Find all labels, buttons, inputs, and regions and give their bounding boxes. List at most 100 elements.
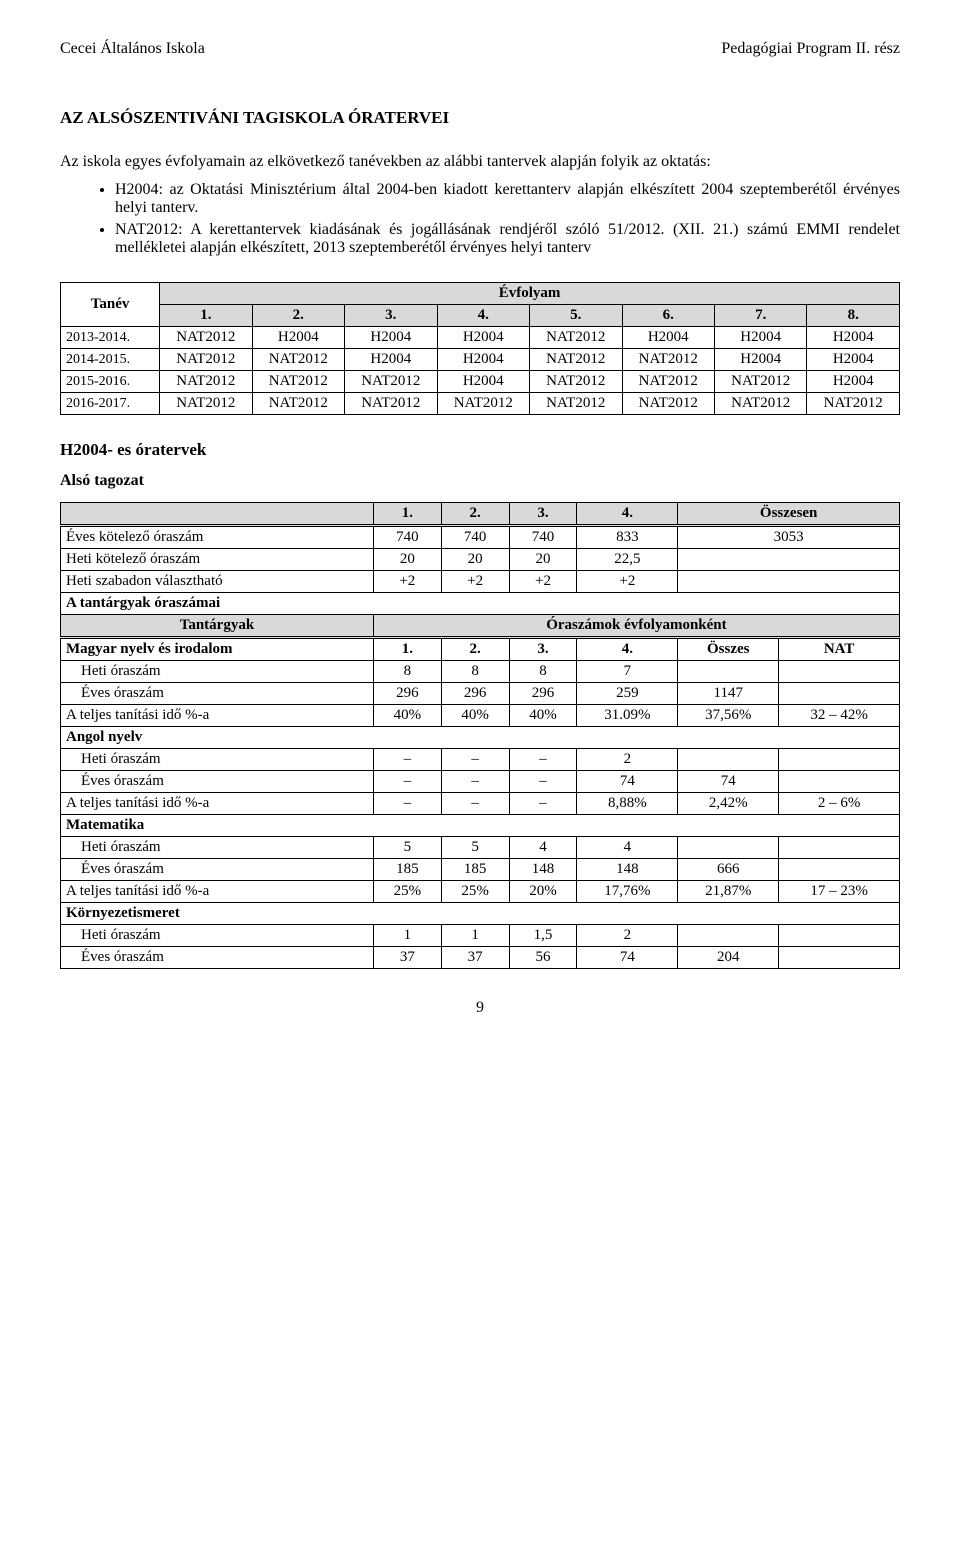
cell: 296 [509, 683, 577, 705]
cell: 37 [373, 947, 441, 969]
col-head: 2. [252, 305, 344, 327]
cell: 8 [441, 661, 509, 683]
cell: 1. [373, 638, 441, 661]
table-evfolyam: Tanév Évfolyam 1. 2. 3. 4. 5. 6. 7. 8. 2… [60, 282, 900, 415]
cell: – [509, 749, 577, 771]
cell: – [509, 771, 577, 793]
year-cell: 2014-2015. [61, 349, 160, 371]
row-label: Angol nyelv [61, 727, 900, 749]
cell: 4. [577, 638, 678, 661]
cell: H2004 [437, 349, 529, 371]
cell: 20% [509, 881, 577, 903]
cell: NAT2012 [345, 393, 437, 415]
row-label: Heti óraszám [61, 661, 374, 683]
cell: +2 [509, 571, 577, 593]
cell: H2004 [622, 327, 714, 349]
cell: NAT2012 [160, 393, 252, 415]
cell: 40% [441, 705, 509, 727]
cell: 740 [373, 526, 441, 549]
row-label: Éves óraszám [61, 683, 374, 705]
cell: NAT2012 [714, 371, 806, 393]
cell: NAT2012 [622, 393, 714, 415]
cell [678, 925, 779, 947]
cell: 17 – 23% [779, 881, 900, 903]
col-head: 4. [577, 503, 678, 526]
cell [678, 571, 900, 593]
cell: 5 [441, 837, 509, 859]
row-label: Heti óraszám [61, 925, 374, 947]
bullet-list: H2004: az Oktatási Minisztérium által 20… [60, 181, 900, 257]
cell: 8 [509, 661, 577, 683]
cell: – [441, 749, 509, 771]
cell: – [373, 771, 441, 793]
col-head: 8. [807, 305, 900, 327]
cell: 1 [373, 925, 441, 947]
cell: 148 [509, 859, 577, 881]
year-cell: 2013-2014. [61, 327, 160, 349]
col-head: 2. [441, 503, 509, 526]
cell: 3. [509, 638, 577, 661]
cell: +2 [373, 571, 441, 593]
cell: H2004 [807, 327, 900, 349]
cell: 296 [373, 683, 441, 705]
cell: NAT2012 [437, 393, 529, 415]
cell [779, 947, 900, 969]
cell: NAT2012 [160, 371, 252, 393]
cell: 740 [441, 526, 509, 549]
cell: 4 [509, 837, 577, 859]
cell: NAT2012 [345, 371, 437, 393]
span-header: Évfolyam [160, 283, 900, 305]
section-title: H2004- es óratervek [60, 440, 900, 460]
cell: 31.09% [577, 705, 678, 727]
cell: NAT2012 [252, 349, 344, 371]
row-label: Heti kötelező óraszám [61, 549, 374, 571]
cell: NAT2012 [160, 349, 252, 371]
intro-text: Az iskola egyes évfolyamain az elkövetke… [60, 153, 900, 171]
cell [678, 837, 779, 859]
row-label: Éves óraszám [61, 947, 374, 969]
cell: NAT2012 [252, 393, 344, 415]
cell [678, 549, 900, 571]
cell: NAT2012 [622, 349, 714, 371]
row-label: A teljes tanítási idő %-a [61, 793, 374, 815]
cell: H2004 [345, 349, 437, 371]
year-cell: 2015-2016. [61, 371, 160, 393]
cell: 40% [509, 705, 577, 727]
row-label: A tantárgyak óraszámai [61, 593, 900, 615]
cell: – [373, 793, 441, 815]
cell: 740 [509, 526, 577, 549]
row-label: Éves óraszám [61, 771, 374, 793]
cell: NAT [779, 638, 900, 661]
col-head: 7. [714, 305, 806, 327]
cell: 185 [373, 859, 441, 881]
section-subtitle: Alsó tagozat [60, 472, 900, 490]
cell: 40% [373, 705, 441, 727]
cell: 8,88% [577, 793, 678, 815]
cell [779, 859, 900, 881]
cell: 5 [373, 837, 441, 859]
col-head: 1. [373, 503, 441, 526]
cell: 1147 [678, 683, 779, 705]
cell: NAT2012 [530, 393, 622, 415]
cell: NAT2012 [252, 371, 344, 393]
bullet-item: NAT2012: A kerettantervek kiadásának és … [115, 221, 900, 257]
corner-cell: Tanév [61, 283, 160, 327]
cell [779, 837, 900, 859]
cell: H2004 [437, 327, 529, 349]
cell [678, 661, 779, 683]
header-left: Cecei Általános Iskola [60, 40, 205, 58]
cell: 8 [373, 661, 441, 683]
cell: 74 [577, 771, 678, 793]
cell: NAT2012 [530, 371, 622, 393]
col-head: 6. [622, 305, 714, 327]
cell: H2004 [807, 349, 900, 371]
bullet-item: H2004: az Oktatási Minisztérium által 20… [115, 181, 900, 217]
table-oratervek: 1. 2. 3. 4. Összesen Éves kötelező órasz… [60, 502, 900, 969]
cell: 25% [441, 881, 509, 903]
cell: NAT2012 [530, 327, 622, 349]
cell: 2 [577, 925, 678, 947]
cell: NAT2012 [714, 393, 806, 415]
cell: – [441, 793, 509, 815]
row-label: Éves óraszám [61, 859, 374, 881]
cell: 4 [577, 837, 678, 859]
